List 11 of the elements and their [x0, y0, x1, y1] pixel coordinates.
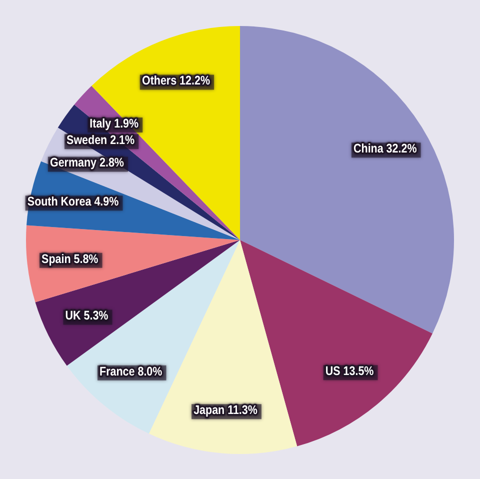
slice-label: Sweden 2.1%	[66, 133, 136, 148]
slice-label: South Korea 4.9%	[27, 194, 120, 209]
slice-label: Japan 11.3%	[194, 403, 258, 418]
slice-label: Spain 5.8%	[42, 252, 99, 266]
slice-label: UK 5.3%	[65, 309, 109, 323]
slice-label: France 8.0%	[100, 364, 163, 379]
slice-label: Italy 1.9%	[90, 116, 140, 131]
slice-label: US 13.5%	[325, 364, 374, 378]
slice-label: Others 12.2%	[142, 74, 211, 88]
slice-label: Germany 2.8%	[50, 156, 125, 170]
slice-label: China 32.2%	[354, 142, 418, 156]
